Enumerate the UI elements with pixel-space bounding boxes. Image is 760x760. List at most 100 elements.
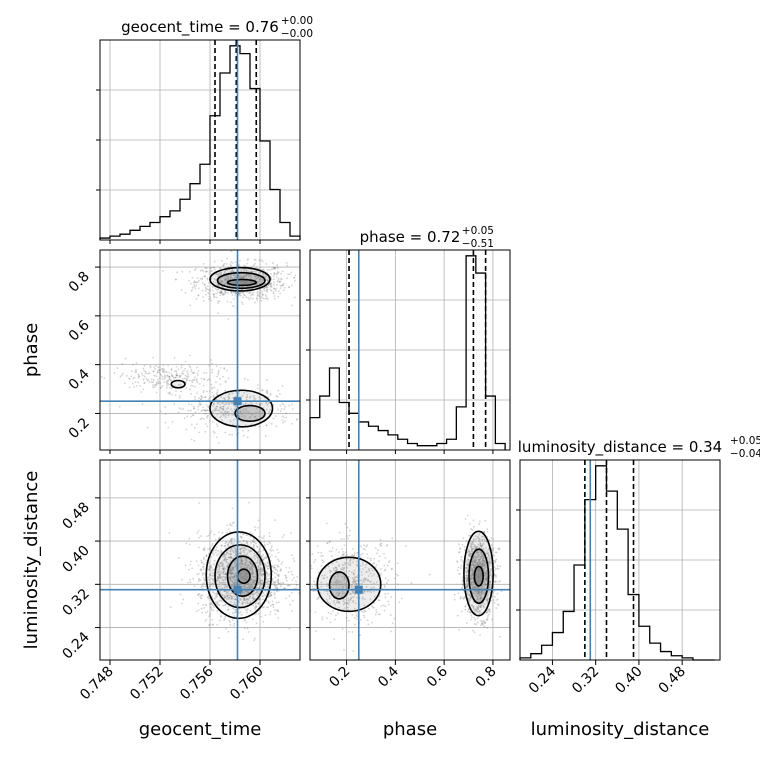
sample-point	[478, 523, 481, 525]
sample-point	[258, 295, 261, 298]
sample-point	[219, 406, 222, 409]
sample-point	[257, 582, 260, 585]
sample-point	[268, 283, 271, 286]
sample-point	[243, 566, 246, 569]
sample-point	[488, 608, 491, 611]
sample-point	[489, 591, 491, 594]
sample-point	[258, 535, 261, 538]
sample-point	[477, 607, 479, 610]
sample-point	[249, 595, 252, 598]
sample-point	[479, 594, 481, 597]
sample-point	[378, 560, 380, 562]
sample-point	[177, 557, 180, 559]
sample-point	[338, 601, 340, 604]
histogram-step	[99, 45, 301, 240]
sample-point	[247, 585, 250, 588]
histogram-title: luminosity_distance = 0.34	[518, 438, 722, 457]
sample-point	[466, 570, 468, 573]
sample-point	[208, 293, 211, 295]
sample-point	[199, 277, 202, 280]
sample-point	[278, 393, 281, 395]
sample-point	[295, 587, 297, 590]
sample-point	[257, 568, 260, 571]
sample-point	[212, 266, 215, 269]
sample-point	[199, 418, 202, 421]
sample-point	[229, 579, 232, 582]
sample-point	[486, 557, 489, 559]
sample-point	[258, 425, 261, 428]
sample-point	[490, 618, 493, 621]
x-tick-label: 0.748	[77, 664, 117, 704]
sample-point	[249, 569, 252, 571]
sample-point	[179, 383, 182, 386]
sample-point	[475, 538, 477, 541]
sample-point	[148, 381, 151, 384]
sample-point	[193, 426, 196, 429]
sample-point	[364, 610, 367, 613]
sample-point	[474, 609, 477, 612]
sample-point	[204, 396, 207, 399]
sample-point	[483, 606, 485, 609]
sample-point	[275, 288, 277, 290]
sample-point	[280, 284, 283, 287]
sample-point	[470, 545, 473, 548]
sample-point	[483, 580, 486, 583]
sample-point	[220, 544, 223, 547]
sample-point	[221, 567, 224, 570]
contour-line	[463, 530, 494, 617]
sample-point	[177, 383, 180, 386]
sample-point	[242, 545, 244, 548]
sample-point	[366, 544, 369, 547]
sample-point	[481, 585, 483, 587]
sample-point	[277, 617, 280, 619]
sample-point	[240, 561, 243, 564]
sample-point	[362, 568, 364, 571]
sample-point	[239, 599, 242, 601]
sample-point	[223, 293, 225, 296]
sample-point	[473, 608, 476, 611]
sample-point	[472, 570, 475, 573]
sample-point	[251, 581, 254, 584]
sample-point	[259, 404, 261, 407]
sample-point	[238, 277, 241, 280]
sample-point	[203, 409, 206, 412]
sample-point	[324, 574, 326, 577]
sample-point	[241, 570, 244, 572]
sample-point	[224, 577, 227, 580]
sample-point	[273, 593, 276, 596]
sample-point	[223, 262, 226, 265]
sample-point	[480, 590, 483, 593]
sample-point	[227, 277, 229, 279]
sample-point	[205, 270, 208, 273]
sample-point	[249, 582, 252, 584]
sample-point	[234, 552, 237, 555]
sample-point	[223, 565, 225, 568]
sample-point	[265, 424, 268, 427]
sample-point	[250, 271, 253, 273]
sample-point	[222, 567, 225, 570]
sample-point	[476, 606, 479, 609]
sample-point	[475, 599, 478, 601]
sample-point	[467, 564, 470, 567]
sample-point	[217, 573, 220, 576]
sample-point	[475, 556, 478, 559]
sample-point	[362, 581, 364, 583]
sample-point	[467, 591, 469, 594]
sample-point	[259, 563, 262, 566]
sample-point	[237, 545, 240, 548]
sample-point	[229, 550, 232, 553]
sample-point	[233, 541, 236, 544]
sample-point	[194, 267, 197, 270]
sample-point	[198, 536, 201, 539]
sample-point	[183, 369, 185, 372]
sample-point	[265, 557, 268, 559]
sample-point	[275, 586, 278, 589]
sample-point	[341, 590, 344, 593]
sample-point	[220, 271, 223, 274]
sample-point	[246, 611, 249, 614]
sample-point	[383, 584, 386, 587]
sample-point	[239, 565, 241, 568]
sample-point	[230, 571, 233, 574]
sample-point	[330, 550, 333, 553]
sample-point	[248, 587, 251, 589]
